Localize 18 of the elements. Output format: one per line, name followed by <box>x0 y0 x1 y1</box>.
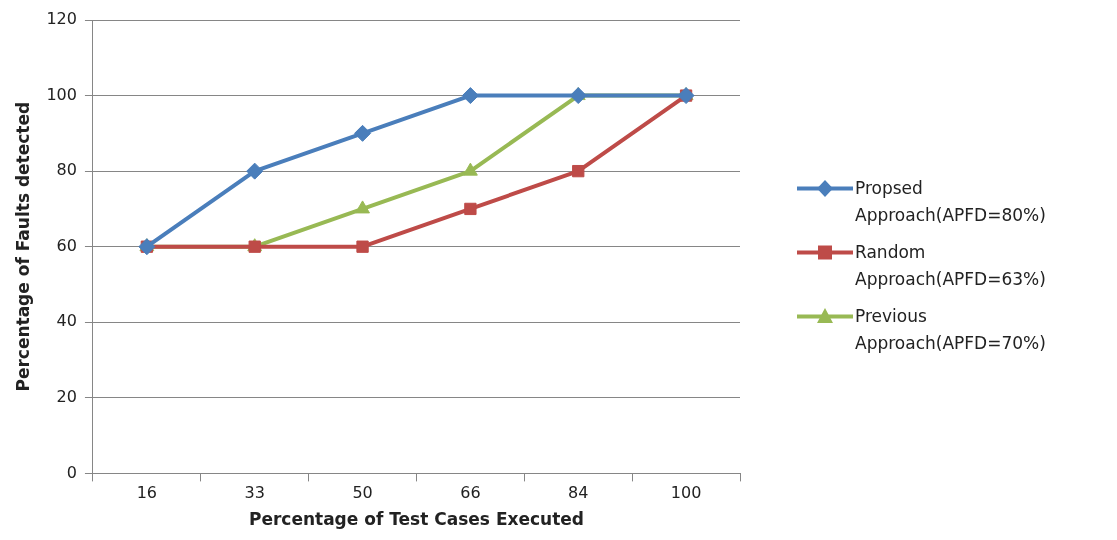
y-tick-label: 100 <box>46 84 77 104</box>
y-tick-label: 0 <box>66 462 77 482</box>
x-tick-label: 50 <box>352 483 373 503</box>
legend-label: Previous Approach(APFD=70%) <box>855 305 1047 355</box>
x-axis-title: Percentage of Test Cases Executed <box>248 509 585 530</box>
x-tick-label: 33 <box>244 483 265 503</box>
y-tick-label: 120 <box>46 9 77 29</box>
x-tick-label: 84 <box>568 483 589 503</box>
y-tick-label: 60 <box>56 235 77 255</box>
legend-label: Propsed Approach(APFD=80%) <box>855 177 1047 227</box>
y-tick-label: 20 <box>56 386 77 406</box>
x-tick-label: 66 <box>460 483 481 503</box>
y-axis-title: Percentage of Faults detected <box>12 101 33 392</box>
legend-label: Random Approach(APFD=63%) <box>855 241 1047 291</box>
y-tick-label: 40 <box>56 311 77 331</box>
x-tick-label: 16 <box>136 483 158 503</box>
x-tick-label: 100 <box>670 483 702 503</box>
y-tick-label: 80 <box>56 160 77 180</box>
